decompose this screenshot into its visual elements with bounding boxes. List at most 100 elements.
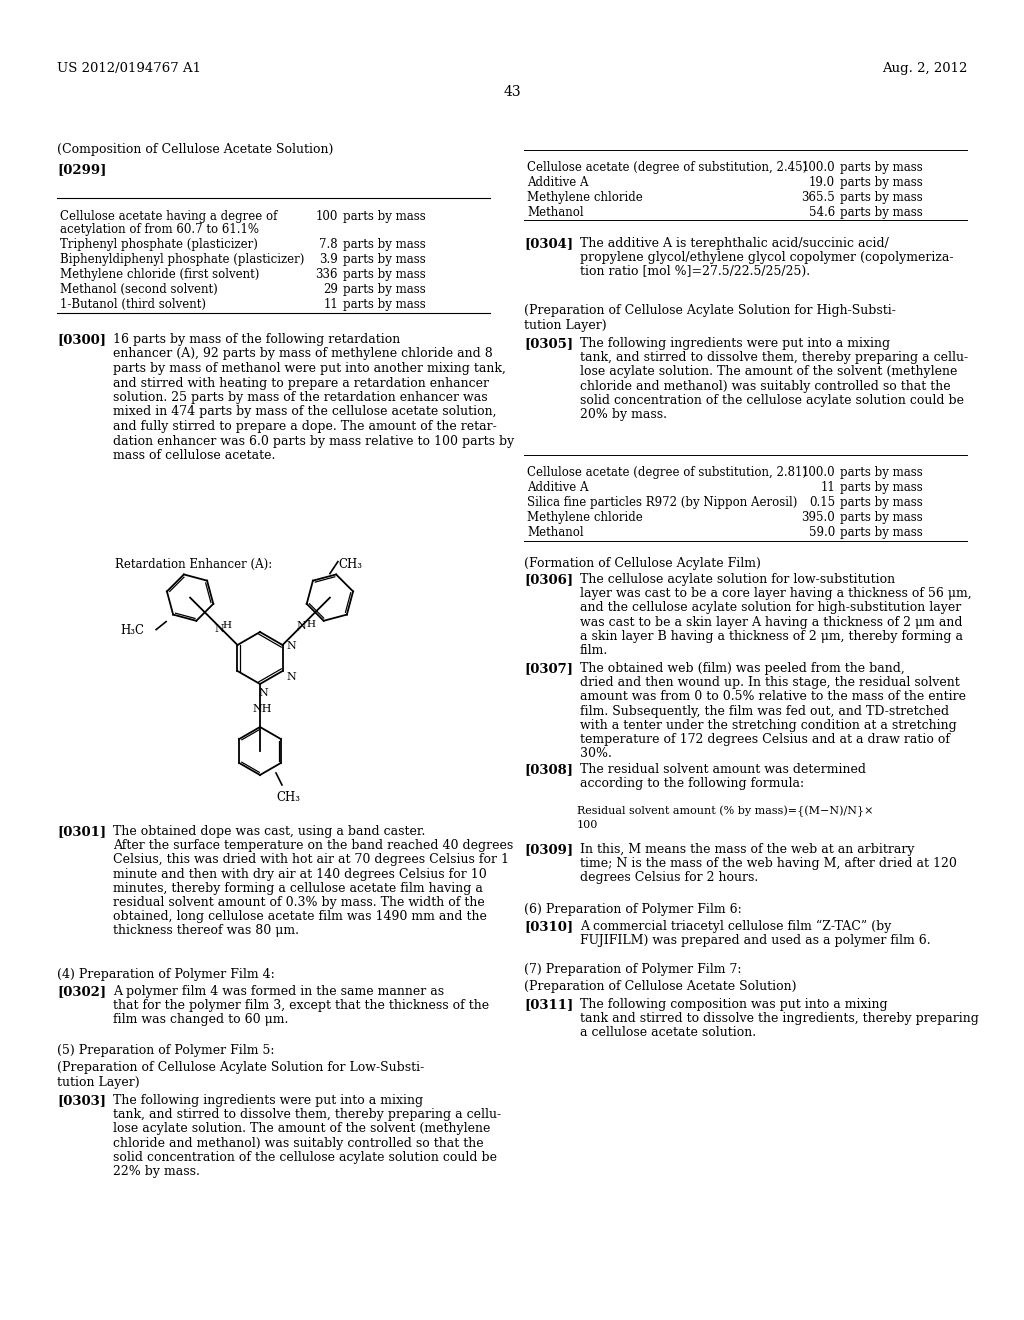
Text: propylene glycol/ethylene glycol copolymer (copolymeriza-: propylene glycol/ethylene glycol copolym… [580,251,953,264]
Text: 22% by mass.: 22% by mass. [113,1166,200,1177]
Text: a cellulose acetate solution.: a cellulose acetate solution. [580,1027,756,1039]
Text: Cellulose acetate having a degree of: Cellulose acetate having a degree of [60,210,278,223]
Text: 365.5: 365.5 [801,191,835,205]
Text: N: N [287,672,296,682]
Text: parts by mass of methanol were put into another mixing tank,: parts by mass of methanol were put into … [113,362,506,375]
Text: parts by mass: parts by mass [343,238,426,251]
Text: layer was cast to be a core layer having a thickness of 56 μm,: layer was cast to be a core layer having… [580,587,972,601]
Text: enhancer (A), 92 parts by mass of methylene chloride and 8: enhancer (A), 92 parts by mass of methyl… [113,347,493,360]
Text: Additive A: Additive A [527,480,589,494]
Text: Silica fine particles R972 (by Nippon Aerosil): Silica fine particles R972 (by Nippon Ae… [527,496,798,510]
Text: 336: 336 [315,268,338,281]
Text: 1-Butanol (third solvent): 1-Butanol (third solvent) [60,298,206,312]
Text: parts by mass: parts by mass [343,268,426,281]
Text: parts by mass: parts by mass [343,253,426,267]
Text: CH₃: CH₃ [338,557,361,570]
Text: (7) Preparation of Polymer Film 7:: (7) Preparation of Polymer Film 7: [524,964,741,975]
Text: parts by mass: parts by mass [840,525,923,539]
Text: 11: 11 [324,298,338,312]
Text: parts by mass: parts by mass [840,466,923,479]
Text: chloride and methanol) was suitably controlled so that the: chloride and methanol) was suitably cont… [113,1137,483,1150]
Text: [0305]: [0305] [524,337,573,350]
Text: parts by mass: parts by mass [840,206,923,219]
Text: 54.6: 54.6 [809,206,835,219]
Text: 7.8: 7.8 [319,238,338,251]
Text: obtained, long cellulose acetate film was 1490 mm and the: obtained, long cellulose acetate film wa… [113,911,486,923]
Text: The additive A is terephthalic acid/succinic acid/: The additive A is terephthalic acid/succ… [580,238,889,249]
Text: [0303]: [0303] [57,1094,106,1107]
Text: amount was from 0 to 0.5% relative to the mass of the entire: amount was from 0 to 0.5% relative to th… [580,690,966,704]
Text: 11: 11 [820,480,835,494]
Text: temperature of 172 degrees Celsius and at a draw ratio of: temperature of 172 degrees Celsius and a… [580,733,950,746]
Text: The obtained dope was cast, using a band caster.: The obtained dope was cast, using a band… [113,825,425,838]
Text: dation enhancer was 6.0 parts by mass relative to 100 parts by: dation enhancer was 6.0 parts by mass re… [113,434,514,447]
Text: time; N is the mass of the web having M, after dried at 120: time; N is the mass of the web having M,… [580,857,956,870]
Text: 30%.: 30%. [580,747,612,760]
Text: The residual solvent amount was determined: The residual solvent amount was determin… [580,763,866,776]
Text: that for the polymer film 3, except that the thickness of the: that for the polymer film 3, except that… [113,999,489,1012]
Text: The following ingredients were put into a mixing: The following ingredients were put into … [580,337,890,350]
Text: 20% by mass.: 20% by mass. [580,408,667,421]
Text: [0306]: [0306] [524,573,573,586]
Text: film. Subsequently, the film was fed out, and TD-stretched: film. Subsequently, the film was fed out… [580,705,949,718]
Text: [0308]: [0308] [524,763,573,776]
Text: [0309]: [0309] [524,843,573,855]
Text: N: N [296,622,306,631]
Text: according to the following formula:: according to the following formula: [580,777,804,791]
Text: Residual solvent amount (% by mass)={(M−N)/N}×: Residual solvent amount (% by mass)={(M−… [577,807,873,817]
Text: Methylene chloride (first solvent): Methylene chloride (first solvent) [60,268,259,281]
Text: a skin layer B having a thickness of 2 μm, thereby forming a: a skin layer B having a thickness of 2 μ… [580,630,963,643]
Text: Aug. 2, 2012: Aug. 2, 2012 [882,62,967,75]
Text: (Preparation of Cellulose Acylate Solution for Low-Substi-: (Preparation of Cellulose Acylate Soluti… [57,1061,424,1074]
Text: tution Layer): tution Layer) [524,319,606,333]
Text: Celsius, this was dried with hot air at 70 degrees Celsius for 1: Celsius, this was dried with hot air at … [113,854,509,866]
Text: parts by mass: parts by mass [840,496,923,510]
Text: parts by mass: parts by mass [343,210,426,223]
Text: mixed in 474 parts by mass of the cellulose acetate solution,: mixed in 474 parts by mass of the cellul… [113,405,497,418]
Text: N: N [287,642,296,651]
Text: Methylene chloride: Methylene chloride [527,191,643,205]
Text: parts by mass: parts by mass [343,282,426,296]
Text: 100.0: 100.0 [802,466,835,479]
Text: Methanol: Methanol [527,525,584,539]
Text: 100.0: 100.0 [802,161,835,174]
Text: 19.0: 19.0 [809,176,835,189]
Text: Methanol: Methanol [527,206,584,219]
Text: Cellulose acetate (degree of substitution, 2.45): Cellulose acetate (degree of substitutio… [527,161,807,174]
Text: FUJIFILM) was prepared and used as a polymer film 6.: FUJIFILM) was prepared and used as a pol… [580,935,931,948]
Text: 100: 100 [577,820,598,830]
Text: thickness thereof was 80 μm.: thickness thereof was 80 μm. [113,924,299,937]
Text: (Composition of Cellulose Acetate Solution): (Composition of Cellulose Acetate Soluti… [57,143,334,156]
Text: N: N [258,688,267,698]
Text: Triphenyl phosphate (plasticizer): Triphenyl phosphate (plasticizer) [60,238,258,251]
Text: tank and stirred to dissolve the ingredients, thereby preparing: tank and stirred to dissolve the ingredi… [580,1012,979,1026]
Text: The cellulose acylate solution for low-substitution: The cellulose acylate solution for low-s… [580,573,895,586]
Text: and stirred with heating to prepare a retardation enhancer: and stirred with heating to prepare a re… [113,376,489,389]
Text: tution Layer): tution Layer) [57,1076,139,1089]
Text: solid concentration of the cellulose acylate solution could be: solid concentration of the cellulose acy… [580,393,964,407]
Text: mass of cellulose acetate.: mass of cellulose acetate. [113,449,275,462]
Text: (4) Preparation of Polymer Film 4:: (4) Preparation of Polymer Film 4: [57,968,274,981]
Text: minute and then with dry air at 140 degrees Celsius for 10: minute and then with dry air at 140 degr… [113,867,486,880]
Text: (6) Preparation of Polymer Film 6:: (6) Preparation of Polymer Film 6: [524,903,741,916]
Text: dried and then wound up. In this stage, the residual solvent: dried and then wound up. In this stage, … [580,676,959,689]
Text: Methanol (second solvent): Methanol (second solvent) [60,282,218,296]
Text: N: N [215,624,224,635]
Text: Biphenyldiphenyl phosphate (plasticizer): Biphenyldiphenyl phosphate (plasticizer) [60,253,304,267]
Text: H: H [306,620,315,630]
Text: chloride and methanol) was suitably controlled so that the: chloride and methanol) was suitably cont… [580,380,950,392]
Text: minutes, thereby forming a cellulose acetate film having a: minutes, thereby forming a cellulose ace… [113,882,483,895]
Text: residual solvent amount of 0.3% by mass. The width of the: residual solvent amount of 0.3% by mass.… [113,896,484,909]
Text: [0300]: [0300] [57,333,106,346]
Text: with a tenter under the stretching condition at a stretching: with a tenter under the stretching condi… [580,719,956,731]
Text: A polymer film 4 was formed in the same manner as: A polymer film 4 was formed in the same … [113,985,444,998]
Text: In this, M means the mass of the web at an arbitrary: In this, M means the mass of the web at … [580,843,914,855]
Text: [0299]: [0299] [57,162,106,176]
Text: After the surface temperature on the band reached 40 degrees: After the surface temperature on the ban… [113,840,513,853]
Text: The following composition was put into a mixing: The following composition was put into a… [580,998,888,1011]
Text: (5) Preparation of Polymer Film 5:: (5) Preparation of Polymer Film 5: [57,1044,274,1057]
Text: 59.0: 59.0 [809,525,835,539]
Text: film.: film. [580,644,608,657]
Text: tank, and stirred to dissolve them, thereby preparing a cellu-: tank, and stirred to dissolve them, ther… [113,1109,501,1121]
Text: tank, and stirred to dissolve them, thereby preparing a cellu-: tank, and stirred to dissolve them, ther… [580,351,968,364]
